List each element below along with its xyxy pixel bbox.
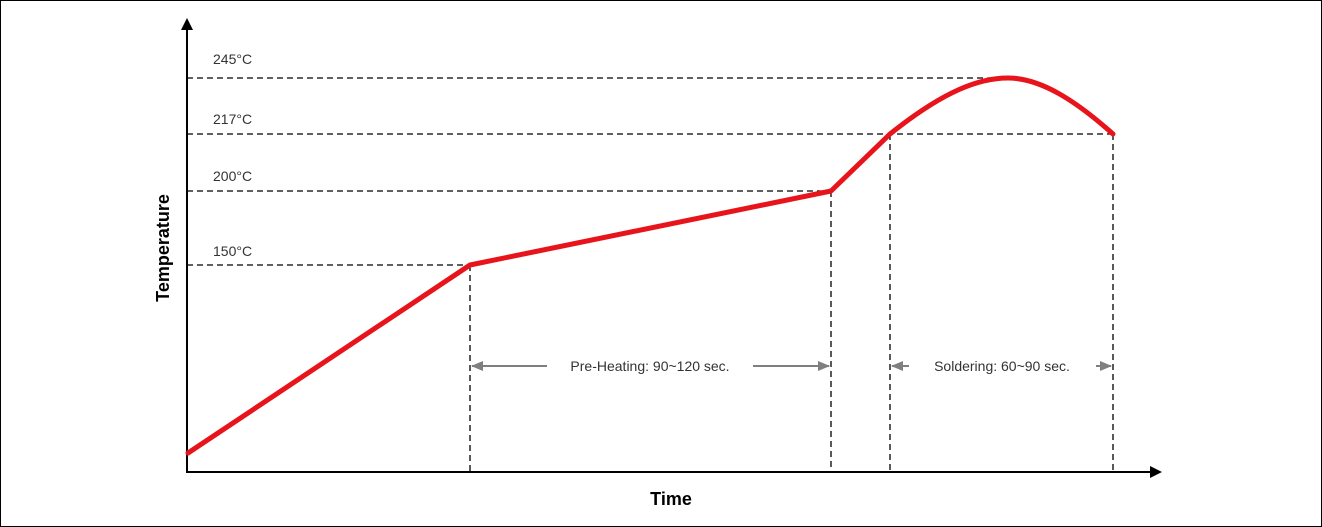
span-solder-label: Soldering: 60~90 sec. xyxy=(934,358,1070,374)
span-preheat-label: Pre-Heating: 90~120 sec. xyxy=(570,358,729,374)
y-tick-label-200: 200°C xyxy=(213,168,252,184)
y-tick-label-245: 245°C xyxy=(213,51,252,67)
y-axis-title: Temperature xyxy=(153,194,173,302)
y-tick-label-150: 150°C xyxy=(213,243,252,259)
reflow-curve xyxy=(185,75,1116,456)
y-tick-label-217: 217°C xyxy=(213,111,252,127)
x-axis-title: Time xyxy=(650,489,692,509)
